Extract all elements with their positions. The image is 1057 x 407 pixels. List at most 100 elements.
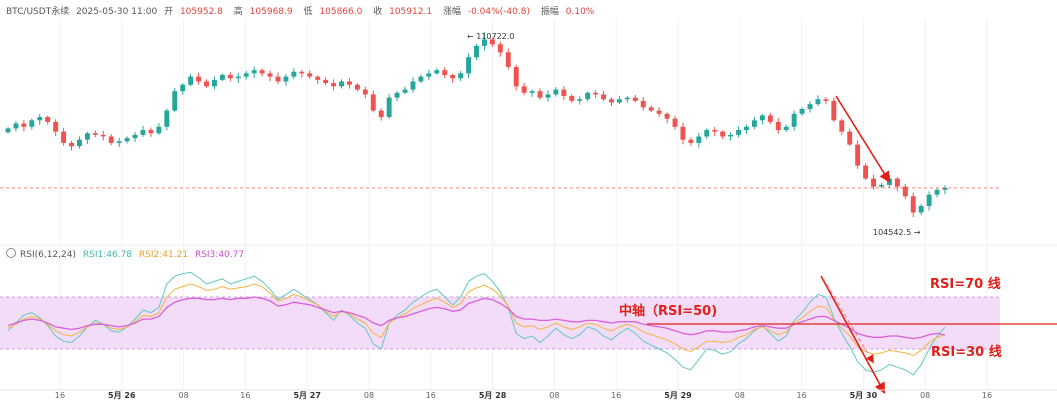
candle-body <box>474 45 479 58</box>
candle-body <box>680 126 686 140</box>
x-tick-label: 16 <box>426 391 436 400</box>
candle-body <box>744 126 749 130</box>
candle-body <box>196 76 202 82</box>
candle-body <box>902 186 908 197</box>
candle-body <box>505 52 511 67</box>
candle-body <box>879 185 884 187</box>
candle-body <box>77 139 82 147</box>
candle-body <box>84 133 90 140</box>
rsi2-value: RSI2:41.21 <box>138 250 189 260</box>
midline-annotation: 中轴（RSI=50) <box>619 304 718 319</box>
candle-body <box>521 86 527 93</box>
candle-body <box>394 92 400 98</box>
candle-body <box>847 131 853 145</box>
low-value: 105866.0 <box>319 7 363 17</box>
candle-body <box>910 196 916 213</box>
candle-body <box>601 94 607 100</box>
candle-body <box>751 120 757 127</box>
candle-body <box>696 136 702 143</box>
candle-body <box>934 189 940 195</box>
rsi-title[interactable]: RSI(6,12,24) <box>20 250 76 260</box>
candle-body <box>21 123 27 127</box>
candle-body <box>616 99 622 103</box>
candle-body <box>251 70 257 74</box>
candle-body <box>561 89 567 97</box>
candle-body <box>466 57 472 74</box>
rsi-down-arrow <box>820 275 886 394</box>
candle-body <box>402 89 408 93</box>
candle-body <box>759 115 765 121</box>
candle-body <box>339 81 344 87</box>
candle-body <box>736 130 742 135</box>
symbol-label[interactable]: BTC/USDT永续 <box>6 7 70 17</box>
candle-body <box>204 81 209 87</box>
candle-body <box>894 178 900 187</box>
high-label: 高 <box>233 7 243 17</box>
candle-body <box>323 79 329 84</box>
amplitude-value: 0.10% <box>565 7 595 17</box>
candle-body <box>307 73 313 77</box>
candle-body <box>283 76 289 82</box>
rsi30-annotation: RSI=30 线 <box>931 345 1002 360</box>
open-label: 开 <box>164 7 174 17</box>
candle-body <box>871 178 876 187</box>
candle-body <box>53 121 59 132</box>
candle-body <box>346 81 352 85</box>
x-tick-label: 08 <box>179 391 189 400</box>
rsi-band-fill <box>0 297 1000 349</box>
candle-body <box>609 99 614 103</box>
candle-body <box>553 89 559 95</box>
candle-body <box>704 130 710 137</box>
candle-body <box>140 130 146 135</box>
candle-body <box>481 39 487 46</box>
candle-body <box>291 71 297 77</box>
x-tick-label: 5月 26 <box>108 391 136 400</box>
candle-body <box>29 120 35 127</box>
rsi-band <box>0 296 1000 350</box>
high-value: 105968.9 <box>249 7 293 17</box>
candle-body <box>720 131 726 137</box>
candle-body <box>855 144 861 166</box>
x-tick-label: 16 <box>797 391 807 400</box>
candle-body <box>728 134 734 137</box>
open-value: 105952.8 <box>179 7 223 17</box>
x-tick-label: 16 <box>982 391 992 400</box>
candle-body <box>172 91 178 111</box>
eye-icon[interactable] <box>6 248 16 258</box>
candle-body <box>839 120 845 132</box>
candle-body <box>942 187 948 190</box>
candle-body <box>823 99 829 101</box>
candle-body <box>545 94 551 98</box>
candle-body <box>386 97 392 118</box>
x-tick-label: 16 <box>55 391 65 400</box>
candle-body <box>69 142 74 147</box>
candle-body <box>370 94 376 111</box>
low-label: 低 <box>303 7 313 17</box>
rsi-dashed-arrow <box>822 277 874 364</box>
rsi3-value: RSI3:40.77 <box>194 250 245 260</box>
x-tick-label: 08 <box>549 391 559 400</box>
candle-body <box>807 104 813 109</box>
rsi-series-line-3 <box>7 296 946 340</box>
candle-body <box>362 89 368 95</box>
candle-body <box>815 99 821 105</box>
datetime-label: 2025-05-30 11:00 <box>76 7 158 17</box>
candle-body <box>259 70 265 74</box>
rsi-series-line-2 <box>7 283 946 357</box>
x-tick-label: 5月 29 <box>664 391 692 400</box>
change-label: 涨幅 <box>442 7 461 17</box>
candle-body <box>688 139 694 143</box>
candle-body <box>100 134 106 137</box>
x-tick-label: 08 <box>920 391 930 400</box>
candle-body <box>624 97 630 100</box>
candle-body <box>13 123 19 129</box>
candle-body <box>434 70 440 74</box>
x-tick-label: 5月 27 <box>293 391 320 400</box>
price-down-arrow <box>835 95 891 183</box>
x-tick-label: 5月 30 <box>850 391 878 400</box>
change-value: -0.04%(-40.8) <box>467 7 530 17</box>
candle-body <box>577 99 583 101</box>
candle-body <box>243 73 249 77</box>
rsi-lines <box>7 271 946 376</box>
